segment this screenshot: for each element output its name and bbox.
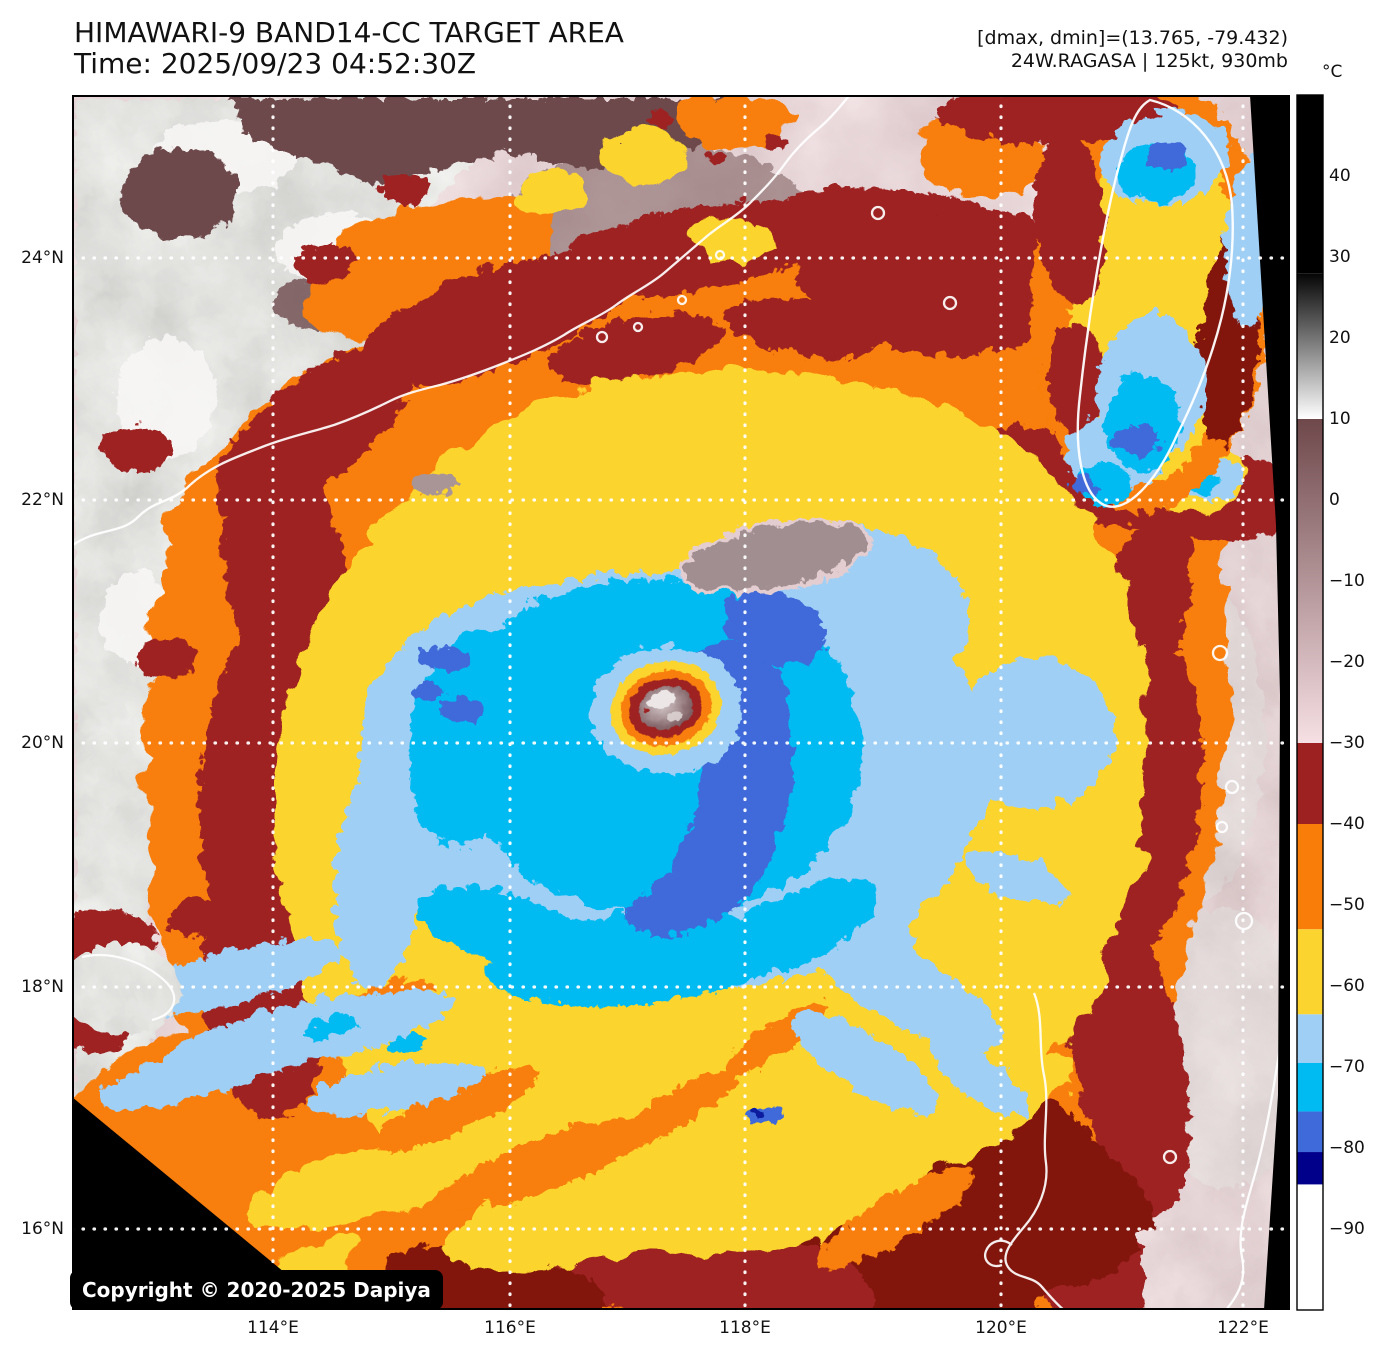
- copyright-badge: Copyright © 2020-2025 Dapiya: [70, 1270, 443, 1310]
- coastlines: [72, 95, 1282, 1310]
- latitude-tick-label: 22°N: [21, 490, 64, 510]
- colorbar-tick-label: −50: [1329, 895, 1365, 915]
- axes-frame: [72, 95, 1290, 1310]
- colorbar-tick-label: −30: [1329, 733, 1365, 753]
- header-titles: HIMAWARI-9 BAND14-CC TARGET AREA Time: 2…: [74, 17, 624, 79]
- colorbar-tick-label: 0: [1329, 490, 1340, 510]
- colorbar-segment: [1297, 824, 1323, 930]
- colorbar-tick-label: −70: [1329, 1057, 1365, 1077]
- leizhou-warm-blob: [72, 940, 177, 1030]
- colorbar-tick-label: 20: [1329, 328, 1351, 348]
- graticule-gridlines: [72, 95, 1290, 1310]
- temperature-colorbar: [1296, 94, 1324, 1311]
- header-stats: [dmax, dmin]=(13.765, -79.432) 24W.RAGAS…: [977, 27, 1288, 73]
- colorbar-tick-label: −80: [1329, 1138, 1365, 1158]
- storm-intensity-readout: 24W.RAGASA | 125kt, 930mb: [1010, 50, 1288, 72]
- china-coastline: [72, 95, 852, 548]
- longitude-tick-label: 114°E: [247, 1318, 299, 1338]
- longitude-tick-label: 122°E: [1217, 1318, 1269, 1338]
- colorbar-tick-label: −10: [1329, 571, 1365, 591]
- coldest-royal-blue: [412, 585, 822, 1120]
- timestamp: Time: 2025/09/23 04:52:30Z: [74, 47, 477, 80]
- colorbar-border: [1296, 94, 1324, 1311]
- latitude-tick-label: 24°N: [21, 248, 64, 268]
- colorbar-tick-label: −20: [1329, 652, 1365, 672]
- taiwan-region: [932, 95, 1283, 510]
- colorbar-tick-label: −60: [1329, 976, 1365, 996]
- colorbar-unit-label: °C: [1322, 62, 1343, 82]
- page-title: HIMAWARI-9 BAND14-CC TARGET AREA: [74, 16, 624, 49]
- colorbar-segment: [1297, 929, 1323, 1015]
- typhoon-eye: [608, 659, 720, 755]
- colorbar-segment: [1297, 419, 1323, 743]
- colorbar-segment: [1297, 1111, 1323, 1153]
- colorbar-segment: [1297, 1062, 1323, 1112]
- latitude-tick-label: 18°N: [21, 977, 64, 997]
- colorbar-tick-label: 10: [1329, 409, 1351, 429]
- longitude-tick-label: 118°E: [719, 1318, 771, 1338]
- luzon-west-coastline: [1004, 992, 1065, 1310]
- colorbar-tick-label: 40: [1329, 166, 1351, 186]
- colorbar-segment: [1297, 743, 1323, 824]
- latitude-tick-label: 20°N: [21, 733, 64, 753]
- colorbar-segment: [1297, 273, 1323, 419]
- off-swath-black: [72, 95, 1290, 1310]
- colorbar-segment: [1297, 95, 1323, 274]
- colorbar-segment: [1297, 1014, 1323, 1063]
- latitude-tick-label: 16°N: [21, 1219, 64, 1239]
- dmax-dmin-readout: [dmax, dmin]=(13.765, -79.432): [977, 27, 1288, 49]
- taiwan-coastline: [1076, 98, 1234, 508]
- colorbar-tick-label: −40: [1329, 814, 1365, 834]
- satellite-map-canvas: [72, 95, 1290, 1310]
- warm-dry-slot: [414, 468, 869, 592]
- longitude-tick-label: 116°E: [484, 1318, 536, 1338]
- longitude-tick-label: 120°E: [975, 1318, 1027, 1338]
- colorbar-tick-label: 30: [1329, 247, 1351, 267]
- colorbar-segment: [1297, 1184, 1323, 1310]
- colorbar-segment: [1297, 1152, 1323, 1185]
- colorbar-tick-label: −90: [1329, 1219, 1365, 1239]
